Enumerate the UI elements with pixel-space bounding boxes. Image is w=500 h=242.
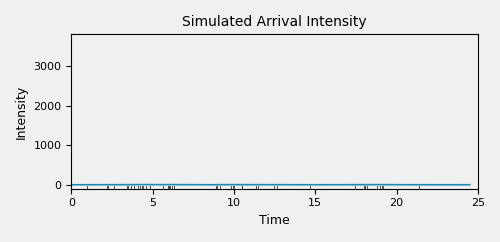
Title: Simulated Arrival Intensity: Simulated Arrival Intensity (182, 15, 367, 29)
X-axis label: Time: Time (260, 214, 290, 227)
Y-axis label: Intensity: Intensity (15, 84, 28, 139)
